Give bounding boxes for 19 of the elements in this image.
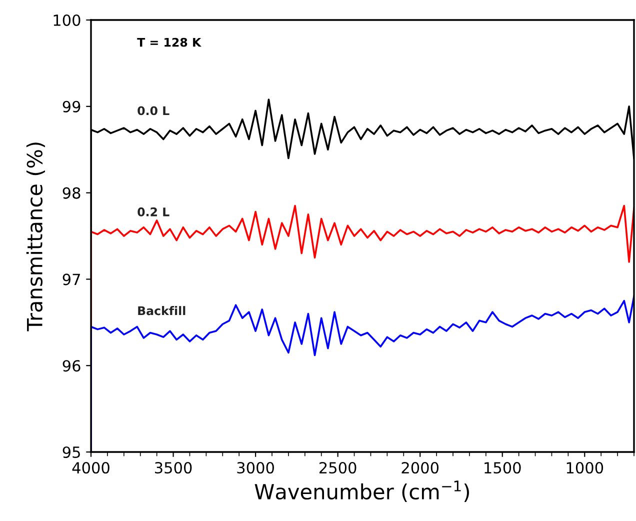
y-axis-title: Transmittance (%) [26, 142, 45, 332]
x-tick-label: 1500 [484, 462, 521, 474]
y-tick-label: 95 [62, 446, 80, 458]
x-tick-label: 2000 [402, 462, 439, 474]
series-label: 0.2 L [138, 207, 170, 216]
x-tick-label: 4000 [72, 462, 110, 474]
annotation: T = 128 K [137, 38, 202, 47]
y-tick-label: 99 [62, 100, 80, 112]
x-tick-label: 3500 [154, 462, 192, 474]
x-tick-label: 2500 [319, 462, 356, 474]
x-tick-label: 1000 [566, 462, 604, 474]
y-tick-label: 96 [62, 360, 80, 372]
x-axis-title: Wavenumber (cm$^{−1}$) [254, 480, 469, 502]
series-label: Backfill [138, 306, 186, 316]
y-tick-label: 97 [62, 274, 80, 286]
y-tick-label: 98 [62, 187, 80, 199]
x-tick-label: 3000 [237, 462, 274, 474]
series-label: 0.0 L [138, 106, 170, 116]
y-tick-label: 100 [54, 14, 80, 26]
